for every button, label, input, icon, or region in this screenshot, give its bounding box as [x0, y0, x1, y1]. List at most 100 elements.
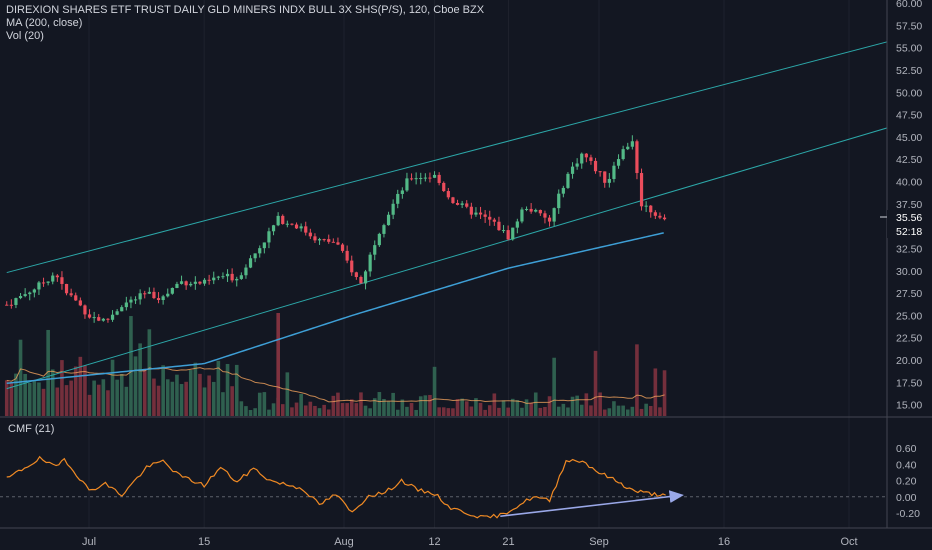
volume-bar: [372, 398, 377, 416]
candle-body: [616, 159, 621, 166]
candle-body: [566, 173, 570, 188]
price-tick-label: 47.50: [896, 110, 922, 122]
candle-body: [373, 245, 377, 255]
volume-bar: [313, 405, 317, 416]
candle-body: [64, 283, 69, 294]
volume-bar: [142, 368, 147, 416]
candle-body: [515, 221, 519, 228]
volume-bar: [87, 394, 92, 416]
candle-body: [184, 281, 188, 286]
volume-bar: [101, 379, 106, 416]
volume-bar: [78, 356, 83, 416]
grid-layer: [88, 0, 850, 528]
volume-bar: [37, 382, 41, 416]
price-tick-label: 17.50: [896, 377, 922, 389]
channel-lower-line[interactable]: [6, 124, 899, 390]
volume-bar: [648, 405, 653, 416]
candle-body: [534, 209, 538, 212]
volume-bar: [428, 394, 432, 416]
volume-bar: [110, 359, 115, 416]
volume-bar: [349, 399, 354, 416]
price-tick-label: 27.50: [896, 288, 922, 300]
candle-body: [405, 178, 409, 191]
volume-bar: [262, 392, 267, 416]
candle-body: [621, 149, 625, 160]
candle-body: [124, 302, 128, 308]
volume-bar: [244, 406, 248, 416]
candle-body: [87, 314, 92, 318]
candle-body: [460, 203, 464, 205]
candle-body: [18, 296, 23, 299]
volume-bar: [635, 344, 639, 416]
last-price-text: 35.56: [896, 212, 922, 224]
volume-indicator-label[interactable]: Vol (20): [6, 30, 44, 42]
candle-body: [653, 212, 657, 216]
candle-body: [644, 205, 648, 207]
candle-body: [230, 273, 234, 281]
volume-bar: [106, 390, 110, 416]
ma-indicator-label[interactable]: MA (200, close): [6, 17, 83, 29]
volume-bar: [464, 401, 469, 416]
candle-body: [138, 293, 142, 300]
candle-body: [547, 217, 552, 222]
candle-body: [9, 304, 13, 306]
cmf-tick-label: 0.20: [896, 476, 917, 488]
candle-body: [612, 165, 616, 179]
candle-body: [5, 304, 9, 306]
volume-bar: [46, 329, 50, 416]
candle-body: [580, 153, 584, 164]
candle-body: [248, 258, 253, 268]
candle-body: [294, 224, 299, 229]
candle-body: [285, 223, 289, 225]
candle-body: [368, 254, 372, 272]
volume-bar: [510, 398, 515, 416]
price-tick-label: 45.00: [896, 132, 922, 144]
volume-bar: [336, 392, 340, 416]
volume-bar: [533, 392, 538, 416]
volume-bar: [129, 316, 133, 416]
candle-body: [14, 298, 18, 305]
volume-bar: [612, 401, 616, 416]
volume-bar: [556, 406, 561, 416]
price-tick-label: 40.00: [896, 177, 922, 189]
cmf-indicator-label[interactable]: CMF (21): [8, 423, 55, 435]
price-tick-label: 60.00: [896, 0, 922, 10]
volume-bar: [83, 365, 87, 416]
volume-bar: [616, 405, 621, 416]
candle-body: [483, 214, 487, 217]
candle-body: [501, 230, 506, 232]
volume-bar: [653, 368, 658, 416]
chart-title[interactable]: DIREXION SHARES ETF TRUST DAILY GLD MINE…: [6, 4, 485, 16]
time-tick-label: Aug: [334, 536, 354, 548]
volume-bar: [607, 408, 612, 416]
channel-upper-line[interactable]: [6, 39, 899, 274]
volume-bar: [566, 407, 570, 416]
candle-body: [212, 277, 216, 281]
candle-body: [189, 283, 193, 286]
volume-bar: [474, 398, 478, 416]
candle-body: [414, 178, 418, 180]
volume-bar: [395, 409, 400, 416]
volume-bar: [543, 406, 547, 416]
volume-bar: [570, 396, 575, 416]
volume-bar: [55, 387, 60, 416]
candle-body: [115, 311, 119, 315]
candle-body: [543, 213, 547, 218]
cmf-axis-ticks: -0.20 0.00 0.20 0.40 0.60: [896, 443, 920, 520]
trend-arrow[interactable]: [500, 490, 684, 518]
candle-body: [271, 225, 276, 232]
volume-bar: [175, 374, 179, 416]
candle-body: [589, 157, 593, 161]
candle-body: [147, 291, 151, 294]
candle-body: [451, 197, 455, 203]
candle-body: [400, 190, 404, 194]
candle-body: [511, 227, 515, 240]
volume-bar: [478, 402, 483, 416]
time-tick-label: 12: [428, 536, 440, 548]
candle-body: [179, 281, 184, 284]
candle-body: [239, 275, 243, 279]
cmf-tick-label: -0.20: [896, 508, 920, 520]
candle-body: [649, 205, 653, 213]
volume-bar: [60, 360, 64, 416]
